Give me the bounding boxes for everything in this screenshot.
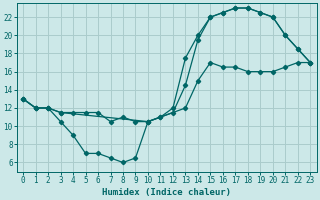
- X-axis label: Humidex (Indice chaleur): Humidex (Indice chaleur): [102, 188, 231, 197]
